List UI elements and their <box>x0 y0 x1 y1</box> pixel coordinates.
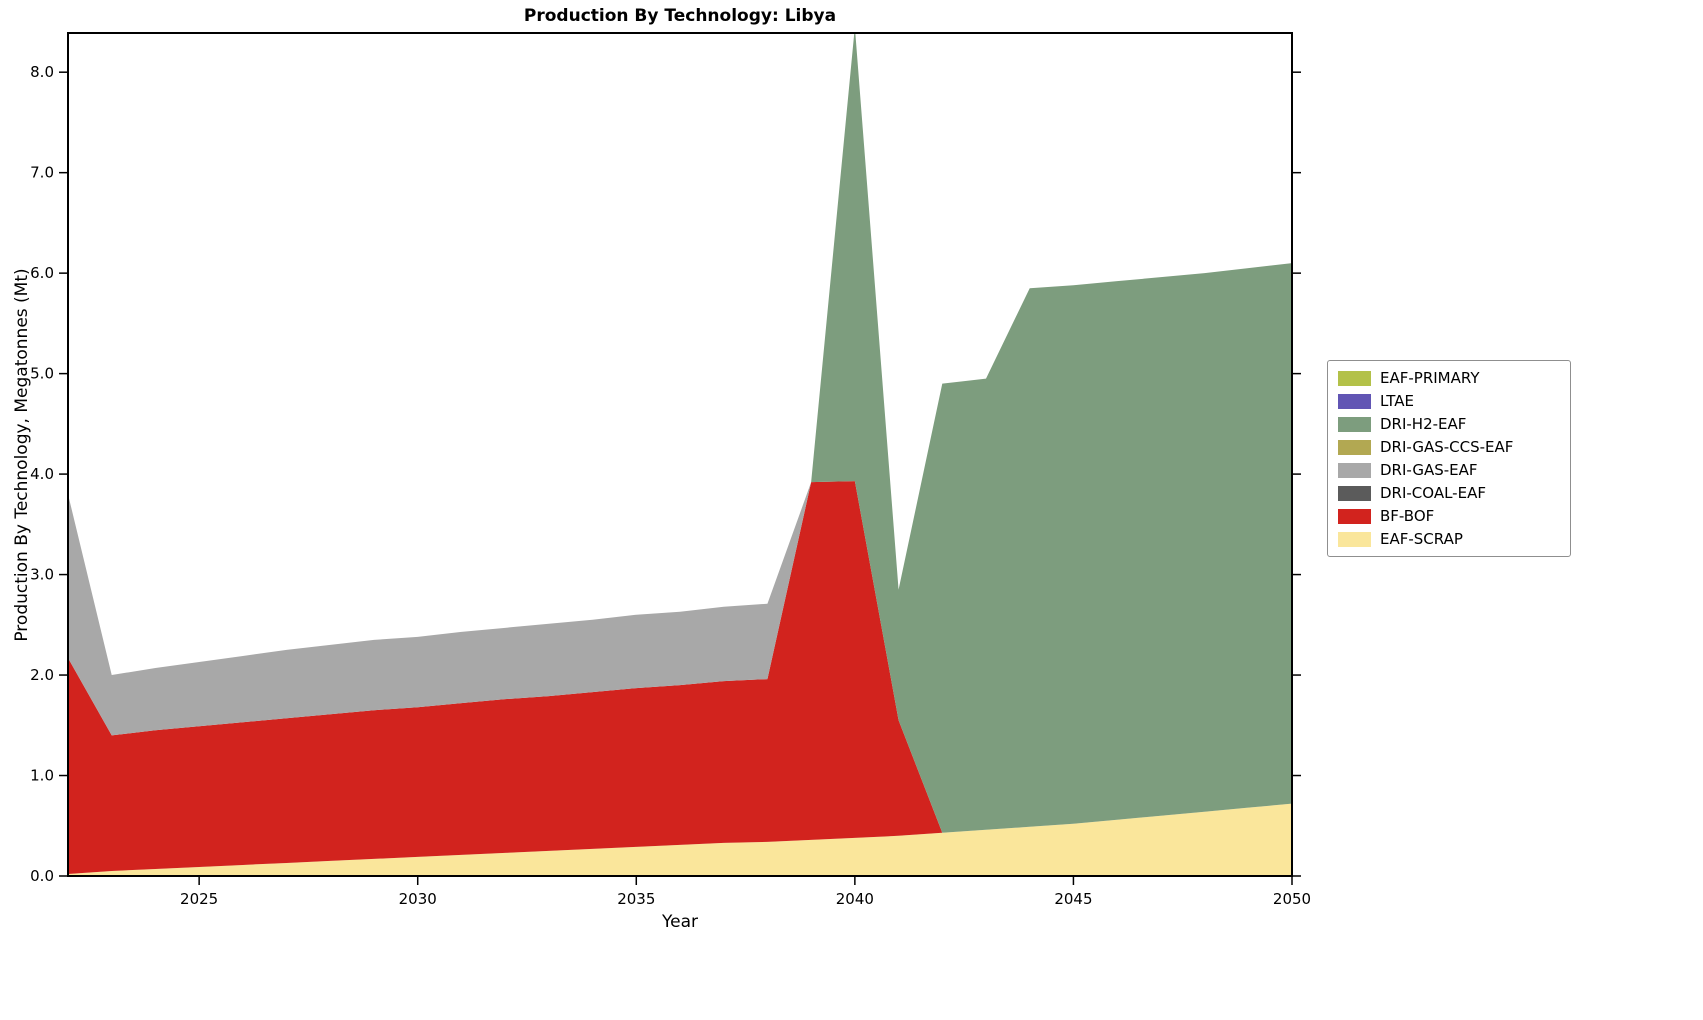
x-tick-label: 2045 <box>1054 890 1092 908</box>
legend-swatch <box>1338 531 1371 547</box>
area-dri-gas-eaf <box>68 481 1292 833</box>
y-tick-label: 4.0 <box>30 465 54 483</box>
axes-frame <box>67 32 1293 877</box>
legend-item-dri-coal-eaf: DRI-COAL-EAF <box>1338 484 1560 502</box>
area-eaf-scrap <box>68 803 1292 876</box>
chart-title: Production By Technology: Libya <box>523 6 837 26</box>
legend-item-dri-gas-eaf: DRI-GAS-EAF <box>1338 461 1560 479</box>
axis-ticks: 0.0 1.0 2.0 3.0 4.0 5.0 6.0 7.0 8.0 2025 2030 2035 2… <box>30 63 1311 908</box>
legend-swatch <box>1338 439 1371 455</box>
legend-swatch <box>1338 393 1371 409</box>
legend-label: LTAE <box>1380 392 1415 410</box>
area-dri-h2-eaf <box>68 33 1292 833</box>
y-tick-label: 6.0 <box>30 264 54 282</box>
legend-label: DRI-COAL-EAF <box>1380 484 1486 502</box>
legend-swatch <box>1338 508 1371 524</box>
legend-swatch <box>1338 462 1371 478</box>
legend-item-eaf-scrap: EAF-SCRAP <box>1338 530 1560 548</box>
stacked-areas <box>68 33 1292 876</box>
legend: EAF-PRIMARY LTAE DRI-H2-EAF DRI-GAS-CCS-EAF… <box>1327 360 1571 557</box>
legend-label: EAF-PRIMARY <box>1380 369 1480 387</box>
x-tick-label: 2040 <box>836 890 874 908</box>
x-tick-label: 2050 <box>1273 890 1311 908</box>
legend-label: DRI-GAS-EAF <box>1380 461 1478 479</box>
legend-label: DRI-H2-EAF <box>1380 415 1467 433</box>
legend-item-bf-bof: BF-BOF <box>1338 507 1560 525</box>
legend-label: BF-BOF <box>1380 507 1435 525</box>
legend-swatch <box>1338 485 1371 501</box>
y-tick-label: 2.0 <box>30 666 54 684</box>
area-bf-bof <box>68 481 1292 874</box>
x-axis-label: Year <box>662 912 698 932</box>
legend-item-ltae: LTAE <box>1338 392 1560 410</box>
x-tick-label: 2035 <box>617 890 655 908</box>
y-tick-label: 1.0 <box>30 767 54 785</box>
legend-swatch <box>1338 416 1371 432</box>
legend-swatch <box>1338 370 1371 386</box>
legend-item-eaf-primary: EAF-PRIMARY <box>1338 369 1560 387</box>
y-tick-label: 7.0 <box>30 164 54 182</box>
legend-label: EAF-SCRAP <box>1380 530 1463 548</box>
y-tick-label: 5.0 <box>30 365 54 383</box>
legend-label: DRI-GAS-CCS-EAF <box>1380 438 1514 456</box>
legend-item-dri-gas-ccs-eaf: DRI-GAS-CCS-EAF <box>1338 438 1560 456</box>
legend-item-dri-h2-eaf: DRI-H2-EAF <box>1338 415 1560 433</box>
x-tick-label: 2025 <box>180 890 218 908</box>
x-tick-label: 2030 <box>399 890 437 908</box>
y-tick-label: 0.0 <box>30 867 54 885</box>
y-tick-label: 3.0 <box>30 566 54 584</box>
y-tick-label: 8.0 <box>30 63 54 81</box>
